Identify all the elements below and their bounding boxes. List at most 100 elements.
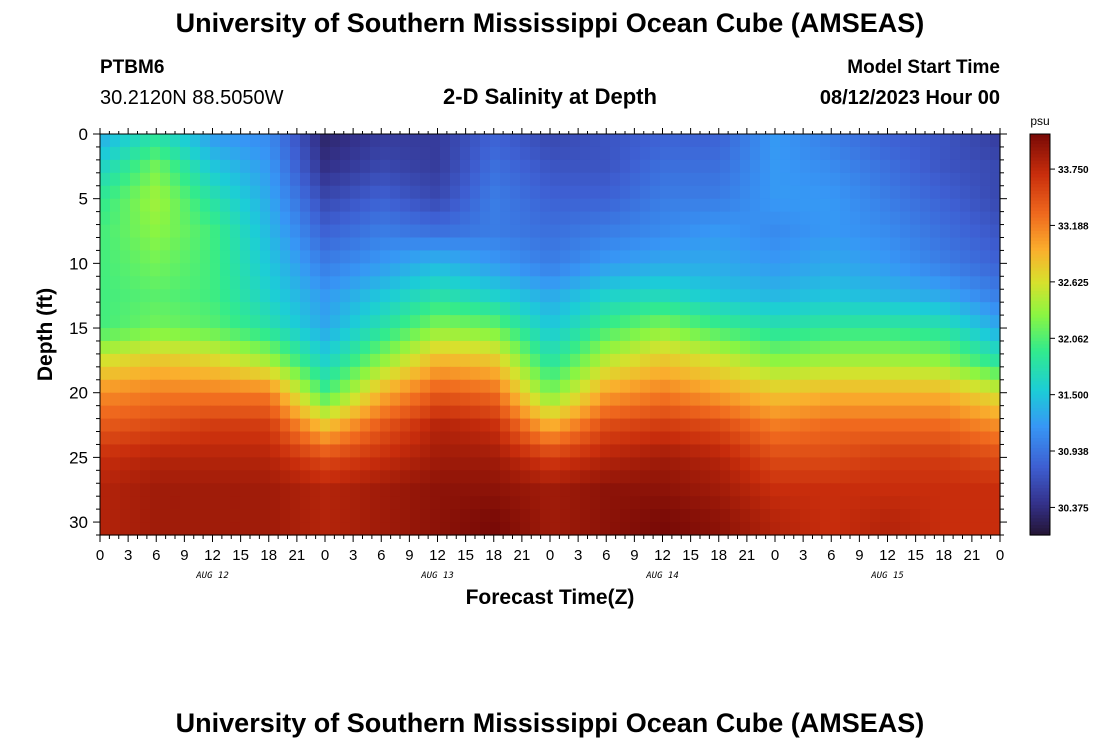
heatmap-cell xyxy=(870,470,881,484)
heatmap-cell xyxy=(490,172,501,187)
heatmap-cell xyxy=(140,353,151,368)
heatmap-cell xyxy=(360,250,371,264)
heatmap-cell xyxy=(910,444,921,458)
heatmap-cell xyxy=(630,289,641,303)
heatmap-cell xyxy=(760,185,771,200)
heatmap-cell xyxy=(700,172,711,187)
heatmap-cell xyxy=(190,418,201,433)
heatmap-cell xyxy=(130,444,141,458)
heatmap-cell xyxy=(330,496,341,510)
heatmap-cell xyxy=(620,353,631,368)
heatmap-cell xyxy=(740,276,751,290)
heatmap-cell xyxy=(450,431,461,446)
heatmap-cell xyxy=(960,379,971,394)
heatmap-cell xyxy=(780,224,791,239)
heatmap-cell xyxy=(370,470,381,484)
heatmap-cell xyxy=(290,185,301,200)
heatmap-cell xyxy=(730,457,741,471)
heatmap-cell xyxy=(810,198,821,213)
heatmap-cell xyxy=(110,392,121,407)
heatmap-cell xyxy=(710,379,721,394)
heatmap-cell xyxy=(750,392,761,407)
heatmap-cell xyxy=(460,276,471,290)
heatmap-cell xyxy=(980,418,991,433)
x-tick-label: 3 xyxy=(124,547,132,564)
heatmap-cell xyxy=(750,211,761,226)
heatmap-cell xyxy=(920,353,931,368)
heatmap-cell xyxy=(180,483,191,497)
heatmap-cell xyxy=(840,185,851,200)
heatmap-cell xyxy=(500,405,511,420)
heatmap-cell xyxy=(240,353,251,368)
heatmap-cell xyxy=(540,340,551,355)
heatmap-cell xyxy=(590,134,601,148)
heatmap-cell xyxy=(580,237,591,252)
heatmap-cell xyxy=(840,198,851,213)
heatmap-cell xyxy=(400,379,411,394)
heatmap-cell xyxy=(300,224,311,239)
heatmap-cell xyxy=(480,405,491,420)
heatmap-cell xyxy=(980,263,991,277)
heatmap-cell xyxy=(160,159,171,174)
heatmap-cell xyxy=(730,289,741,303)
heatmap-cell xyxy=(140,496,151,510)
heatmap-cell xyxy=(870,405,881,420)
heatmap-cell xyxy=(930,366,941,381)
heatmap-cell xyxy=(780,172,791,187)
heatmap-cell xyxy=(140,211,151,226)
colorbar-swatch xyxy=(1030,194,1050,199)
heatmap-cell xyxy=(560,224,571,239)
heatmap-cell xyxy=(550,302,561,316)
heatmap-cell xyxy=(690,353,701,368)
heatmap-cell xyxy=(930,224,941,239)
heatmap-cell xyxy=(630,185,641,200)
heatmap-cell xyxy=(410,431,421,446)
heatmap-cell xyxy=(730,276,741,290)
heatmap-cell xyxy=(190,159,201,174)
heatmap-cell xyxy=(230,224,241,239)
heatmap-cell xyxy=(780,366,791,381)
heatmap-cell xyxy=(240,276,251,290)
heatmap-cell xyxy=(590,496,601,510)
heatmap-cell xyxy=(480,457,491,471)
heatmap-cell xyxy=(430,159,441,174)
heatmap-cell xyxy=(590,340,601,355)
heatmap-cell xyxy=(780,457,791,471)
heatmap-cell xyxy=(400,328,411,342)
heatmap-cell xyxy=(500,392,511,407)
heatmap-cell xyxy=(970,379,981,394)
heatmap-cell xyxy=(350,353,361,368)
x-tick-label: 18 xyxy=(710,547,727,564)
heatmap-cell xyxy=(220,134,231,148)
heatmap-cell xyxy=(770,172,781,187)
heatmap-cell xyxy=(870,483,881,497)
heatmap-cell xyxy=(540,172,551,187)
heatmap-cell xyxy=(930,237,941,252)
heatmap-cell xyxy=(800,470,811,484)
heatmap-cell xyxy=(640,276,651,290)
heatmap-cell xyxy=(530,522,541,536)
heatmap-cell xyxy=(710,483,721,497)
heatmap-cell xyxy=(160,366,171,381)
heatmap-cell xyxy=(500,496,511,510)
heatmap-cell xyxy=(250,353,261,368)
heatmap-cell xyxy=(940,470,951,484)
heatmap-cell xyxy=(750,185,761,200)
heatmap-cell xyxy=(670,496,681,510)
heatmap-cell xyxy=(180,328,191,342)
heatmap-cell xyxy=(950,211,961,226)
colorbar-swatch xyxy=(1030,214,1050,219)
heatmap-cell xyxy=(770,470,781,484)
heatmap-cell xyxy=(300,522,311,536)
heatmap-cell xyxy=(190,276,201,290)
heatmap-cell xyxy=(920,496,931,510)
heatmap-cell xyxy=(400,159,411,174)
heatmap-cell xyxy=(100,172,111,187)
heatmap-cell xyxy=(370,185,381,200)
heatmap-cell xyxy=(410,366,421,381)
heatmap-cell xyxy=(630,457,641,471)
heatmap-cell xyxy=(610,198,621,213)
heatmap-cell xyxy=(200,263,211,277)
heatmap-cell xyxy=(530,224,541,239)
heatmap-cell xyxy=(690,276,701,290)
